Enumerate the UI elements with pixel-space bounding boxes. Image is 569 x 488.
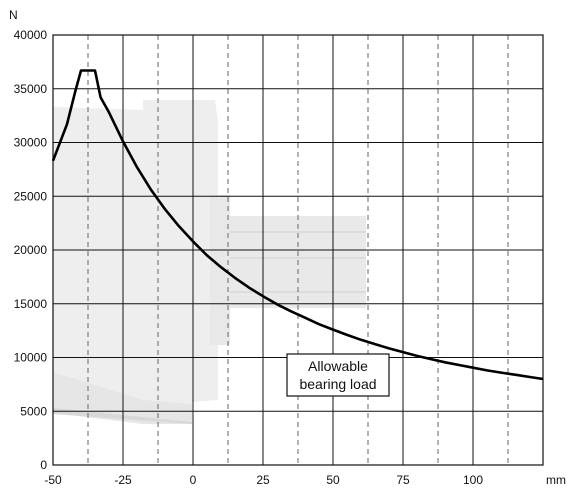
x-tick-label: 50: [326, 473, 340, 487]
x-tick-label: 0: [190, 473, 197, 487]
y-tick-label: 15000: [14, 297, 48, 311]
y-tick-label: 25000: [14, 189, 48, 203]
y-axis-unit: N: [9, 8, 18, 22]
y-tick-label: 35000: [14, 82, 48, 96]
motor-flange: [210, 195, 230, 345]
x-axis-unit: mm: [546, 473, 566, 487]
y-tick-label: 0: [40, 458, 47, 472]
plot-frame: [52, 34, 544, 466]
annotation-line-1: Allowable: [308, 358, 368, 374]
x-tick-label: 75: [396, 473, 410, 487]
shaft-shape: [226, 216, 366, 308]
annotation-frame: [286, 353, 390, 397]
y-tick-label: 40000: [14, 28, 48, 42]
x-tick-label: 100: [463, 473, 483, 487]
x-tick-label: 25: [256, 473, 270, 487]
y-tick-label: 10000: [14, 351, 48, 365]
y-tick-label: 30000: [14, 136, 48, 150]
y-tick-label: 5000: [20, 404, 47, 418]
annotation-line-2: bearing load: [299, 376, 376, 392]
y-axis-ticks: 0 5000 10000 15000 20000 25000 30000 35000 40000: [14, 28, 48, 472]
x-tick-label: -50: [44, 473, 62, 487]
annotation-box: Allowable bearing load: [286, 353, 390, 397]
bearing-load-curve: [51, 69, 544, 381]
x-tick-label: -25: [114, 473, 132, 487]
x-axis-ticks: -50 -25 0 25 50 75 100: [44, 473, 483, 487]
y-tick-label: 20000: [14, 243, 48, 257]
motor-body-shape: [53, 100, 218, 424]
